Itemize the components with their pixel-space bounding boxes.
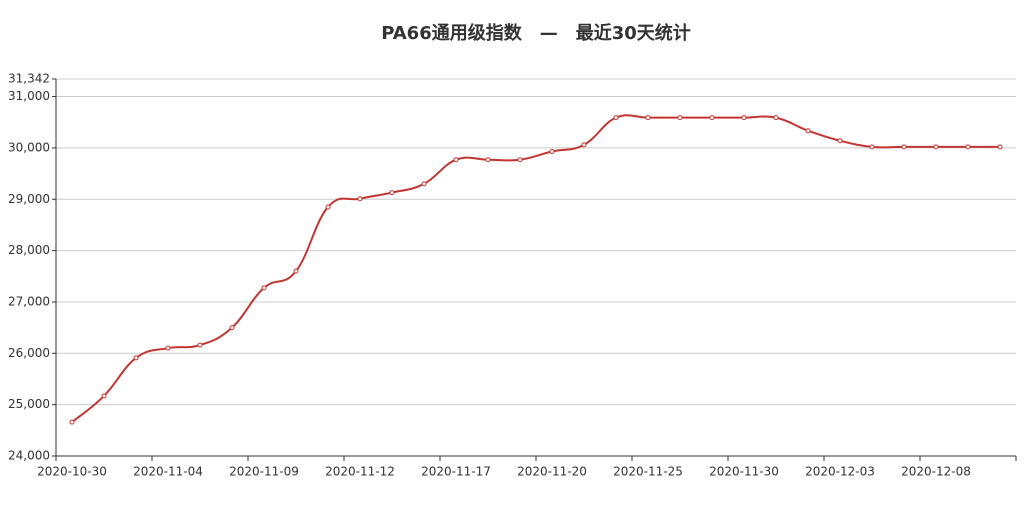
chart-title: PA66通用级指数 — 最近30天统计 [381,22,691,44]
x-tick-label: 2020-10-30 [37,465,107,479]
x-tick-label: 2020-11-09 [229,465,299,479]
point [677,115,683,121]
y-tick-label: 28,000 [8,243,50,257]
point [389,190,395,196]
point [165,345,171,351]
x-tick-label: 2020-11-30 [709,465,779,479]
x-tick-label: 2020-11-12 [325,465,395,479]
point [549,149,555,155]
point [965,144,971,150]
y-tick-label: 30,000 [8,140,50,154]
point [101,393,107,399]
y-tick-label: 25,000 [8,397,50,411]
y-tick-label: 24,000 [8,449,50,463]
y-tick-label: 31,342 [8,72,50,86]
x-tick-label: 2020-12-08 [901,465,971,479]
x-tick-label: 2020-11-20 [517,465,587,479]
point [901,144,907,150]
point [645,115,651,121]
y-tick-label: 29,000 [8,192,50,206]
point [293,268,299,274]
point [741,115,747,121]
point [933,144,939,150]
point [133,355,139,361]
y-tick-label: 31,000 [8,89,50,103]
point [357,196,363,202]
y-tick-label: 26,000 [8,346,50,360]
x-tick-label: 2020-12-03 [805,465,875,479]
point [613,115,619,121]
point [581,142,587,148]
point [325,204,331,210]
x-tick-label: 2020-11-04 [133,465,203,479]
x-tick-label: 2020-11-17 [421,465,491,479]
line [71,114,1000,423]
point [805,128,811,134]
point [485,157,491,163]
point [517,157,523,163]
point [69,419,75,425]
point [997,144,1003,150]
point [837,138,843,144]
point [261,285,267,291]
point [709,115,715,121]
point [453,157,459,163]
point [197,342,203,348]
y-tick-label: 27,000 [8,294,50,308]
point [421,181,427,187]
point [229,325,235,331]
x-tick-label: 2020-11-25 [613,465,683,479]
point [869,144,875,150]
point [773,115,779,121]
